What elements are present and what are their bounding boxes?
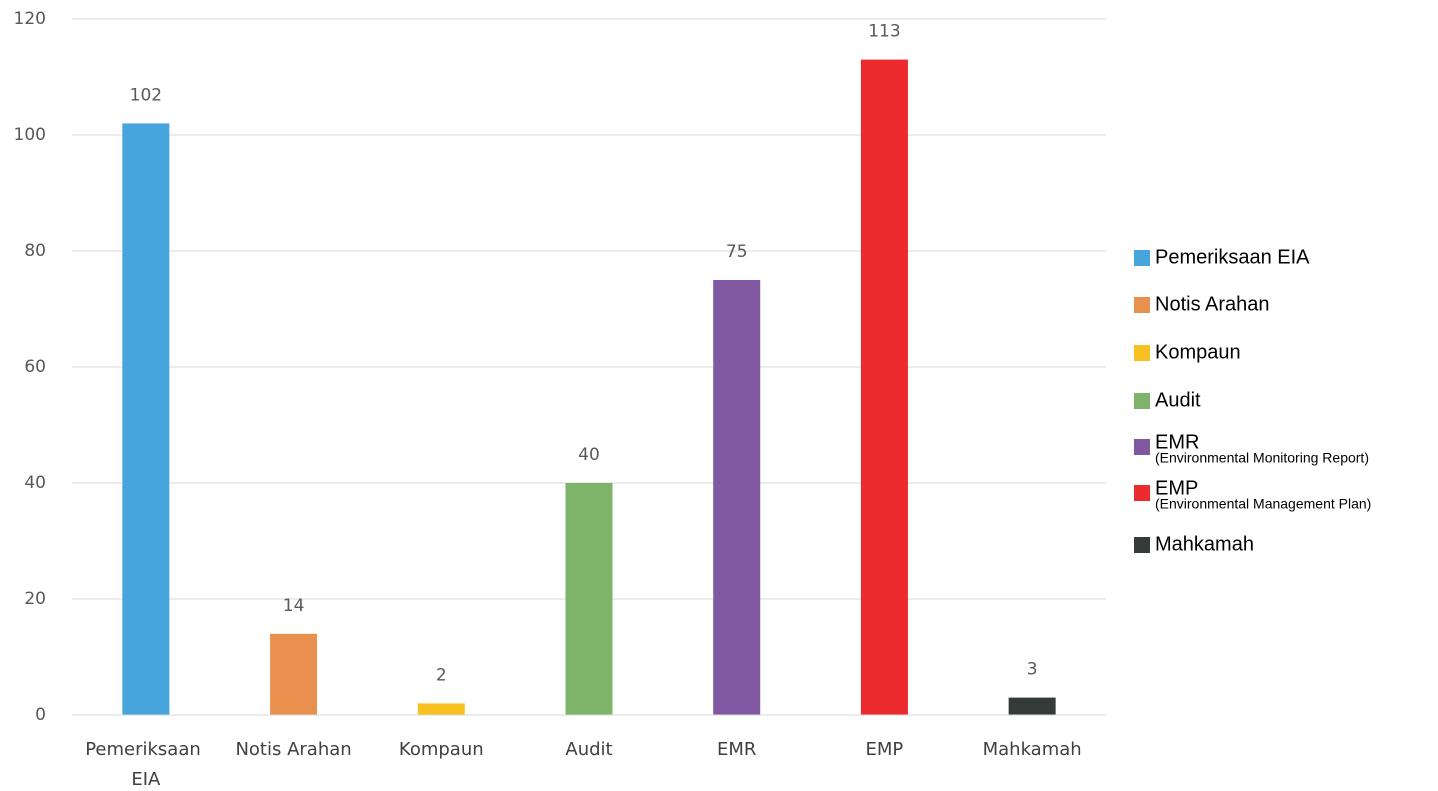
x-tick-label: Kompaun	[399, 739, 484, 760]
data-label: 113	[868, 22, 900, 42]
bar	[417, 703, 465, 715]
data-label: 102	[130, 85, 162, 105]
bar	[1008, 697, 1056, 715]
bar	[713, 280, 761, 715]
y-tick-label: 20	[24, 589, 46, 609]
legend-note: (Environmental Management Plan)	[1155, 496, 1371, 512]
x-tick-label: Mahkamah	[983, 739, 1082, 760]
legend-label: EMP	[1155, 477, 1198, 499]
y-tick-label: 40	[24, 473, 46, 493]
legend-swatch	[1134, 537, 1150, 553]
legend-swatch	[1134, 250, 1150, 266]
y-tick-label: 80	[24, 241, 46, 261]
legend-swatch	[1134, 485, 1150, 501]
bar	[565, 483, 613, 715]
x-tick-label: Pemeriksaan EIA	[85, 739, 206, 790]
y-tick-label: 100	[14, 125, 46, 145]
data-label: 14	[283, 596, 305, 616]
y-tick-label: 0	[35, 705, 46, 725]
legend-swatch	[1134, 393, 1150, 409]
bar	[860, 59, 908, 716]
y-tick-label: 60	[24, 357, 46, 377]
data-label: 3	[1027, 660, 1038, 680]
legend-label: EMR	[1155, 431, 1199, 453]
legend-label: Pemeriksaan EIA	[1155, 246, 1310, 268]
data-label: 2	[436, 665, 447, 685]
data-label: 40	[578, 445, 600, 465]
data-label: 75	[726, 242, 748, 262]
x-tick-label: Notis Arahan	[235, 739, 351, 760]
x-tick-label: Audit	[565, 739, 612, 760]
bar	[122, 123, 170, 715]
legend-label: Notis Arahan	[1155, 293, 1270, 315]
legend-label: Audit	[1155, 389, 1201, 411]
y-tick-label: 120	[14, 9, 46, 29]
legend-swatch	[1134, 345, 1150, 361]
legend-swatch	[1134, 297, 1150, 313]
legend-label: Kompaun	[1155, 341, 1241, 363]
legend-note: (Environmental Monitoring Report)	[1155, 450, 1369, 466]
bar	[270, 633, 318, 715]
legend-swatch	[1134, 439, 1150, 455]
legend-label: Mahkamah	[1155, 533, 1254, 555]
x-tick-label: EMP	[866, 739, 904, 760]
x-tick-label: EMR	[717, 739, 756, 760]
